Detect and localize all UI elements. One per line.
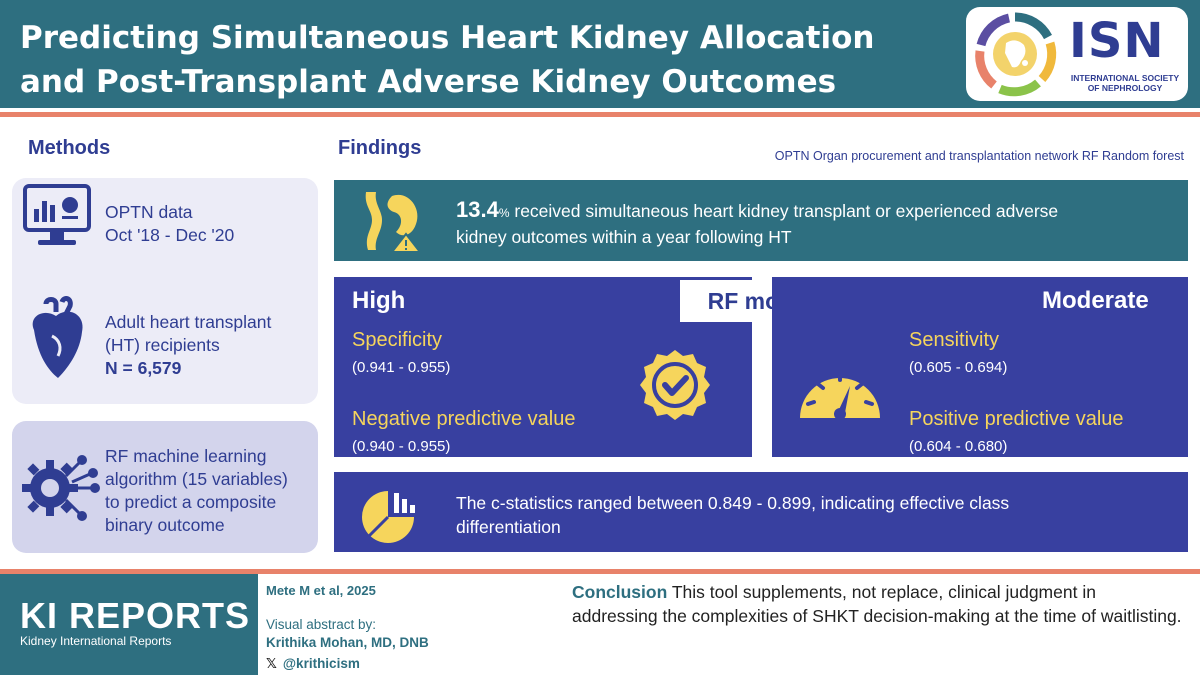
algorithm-line-2: algorithm (15 variables) [105, 469, 288, 489]
moderate-performance-box [772, 277, 1188, 457]
population-line-1: Adult heart transplant [105, 312, 272, 332]
algorithm-line-3: to predict a composite [105, 492, 277, 512]
author-name: Krithika Mohan, MD, DNB [266, 635, 429, 650]
monitor-chart-icon [23, 184, 91, 245]
sensitivity-range: (0.605 - 0.694) [909, 359, 1008, 376]
header-banner: Predicting Simultaneous Heart Kidney All… [0, 0, 1200, 108]
handle-text: @krithicism [282, 656, 360, 671]
ppv-range: (0.604 - 0.680) [909, 438, 1008, 455]
population-line-2: (HT) recipients [105, 335, 220, 355]
methods-title: Methods [28, 137, 111, 159]
isn-globe-icon [975, 12, 1057, 97]
author-handle[interactable]: 𝕏 @krithicism [266, 656, 360, 672]
npv-range: (0.940 - 0.955) [352, 438, 451, 455]
check-badge-icon [640, 350, 710, 420]
cstatistic-text: The c-statistics ranged between 0.849 - … [456, 491, 1156, 539]
top-divider [0, 112, 1200, 117]
high-label: High [352, 287, 406, 314]
cstatistic-box [334, 472, 1188, 552]
heart-icon [32, 296, 83, 378]
visual-abstract-by: Visual abstract by: [266, 617, 377, 632]
algorithm-line-4: binary outcome [105, 515, 225, 535]
conclusion: Conclusion This tool supplements, not re… [572, 580, 1184, 628]
sensitivity-label: Sensitivity [909, 329, 1000, 351]
gauge-icon [800, 372, 880, 420]
data-source-line-2: Oct '18 - Dec '20 [105, 225, 235, 245]
npv-label: Negative predictive value [352, 408, 576, 430]
population-text: Adult heart transplant (HT) recipients N… [105, 311, 271, 380]
cstatistic-line-2: differentiation [456, 517, 561, 537]
journal-panel [0, 574, 258, 675]
isn-subtitle: INTERNATIONAL SOCIETY OF NEPHROLOGY [1070, 73, 1180, 93]
x-logo-icon: 𝕏 [266, 656, 277, 671]
headline-line-2: kidney outcomes within a year following … [456, 227, 792, 247]
bottom-divider [0, 569, 1200, 574]
cstatistic-line-1: The c-statistics ranged between 0.849 - … [456, 493, 1010, 513]
citation: Mete M et al, 2025 [266, 583, 376, 598]
algorithm-line-1: RF machine learning [105, 446, 267, 466]
conclusion-label: Conclusion [572, 582, 668, 602]
data-source-line-1: OPTN data [105, 202, 193, 222]
headline-value: 13.4 [456, 197, 499, 222]
headline-unit: % [498, 206, 510, 220]
algorithm-text: RF machine learning algorithm (15 variab… [105, 445, 288, 537]
ki-reports-logo: KI REPORTS [20, 595, 251, 636]
conclusion-text: This tool supplements, not replace, clin… [572, 582, 1182, 626]
page-title: Predicting Simultaneous Heart Kidney All… [20, 16, 920, 104]
specificity-label: Specificity [352, 329, 443, 351]
population-n: N = 6,579 [105, 358, 182, 378]
findings-title: Findings [338, 137, 422, 159]
moderate-label: Moderate [1042, 287, 1149, 314]
headline-line-1: received simultaneous heart kidney trans… [509, 201, 1059, 221]
headline-band [334, 180, 1188, 261]
abbreviations-note: OPTN Organ procurement and transplantati… [774, 149, 1184, 163]
data-source-text: OPTN data Oct '18 - Dec '20 [105, 201, 234, 247]
isn-letters: ISN [1069, 13, 1165, 69]
kidney-warning-icon [365, 192, 423, 253]
specificity-range: (0.941 - 0.955) [352, 359, 451, 376]
headline-text: 13.4% received simultaneous heart kidney… [456, 198, 1176, 249]
ki-reports-subtitle: Kidney International Reports [20, 634, 172, 648]
isn-logo: ISN INTERNATIONAL SOCIETY OF NEPHROLOGY [966, 7, 1188, 101]
title-line-1: Predicting Simultaneous Heart Kidney All… [20, 20, 875, 56]
gear-network-icon [22, 455, 100, 521]
title-line-2: and Post-Transplant Adverse Kidney Outco… [20, 64, 837, 100]
ppv-label: Positive predictive value [909, 408, 1124, 430]
pie-bar-chart-icon [362, 491, 415, 543]
